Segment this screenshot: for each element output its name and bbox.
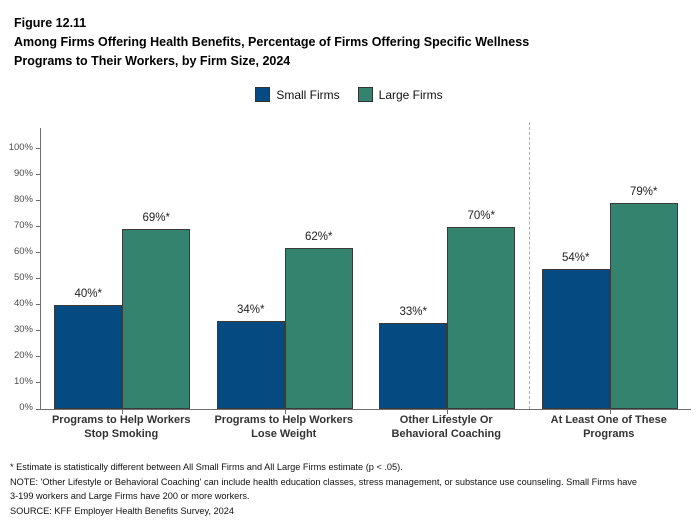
x-axis-group-label-3: At Least One of These Programs (528, 414, 691, 441)
y-axis-tick-label: 40% (13, 297, 33, 309)
y-axis-tick-label: 60% (13, 245, 33, 257)
chart-title-line-2: Programs to Their Workers, by Firm Size,… (14, 54, 291, 68)
legend-swatch-icon (357, 87, 373, 102)
x-axis-group-label-2: Other Lifestyle Or Behavioral Coaching (365, 414, 528, 441)
y-axis-tick-label: 20% (13, 349, 33, 361)
x-axis-group-label-line: Lose Weight (251, 427, 317, 440)
plot-inner: 0% 10% 20% 30% 40% 50% 60% 70% 80% 90% 100% 40%* 69%… (9, 128, 691, 414)
category-divider-line (528, 122, 530, 409)
chart-legend: Small Firms Large Firms (0, 87, 698, 102)
bar-large-firms-3[interactable] (609, 203, 678, 409)
y-axis-tick-label: 50% (13, 271, 33, 283)
legend-label: Small Firms (276, 87, 340, 102)
y-axis-tick-label: 80% (13, 193, 33, 205)
y-axis-tick-mark (36, 408, 41, 410)
x-axis-tick-mark (609, 409, 611, 414)
x-axis-group-label-line: Programs to Help Workers (214, 414, 354, 426)
bar-value-label: 69%* (142, 212, 171, 225)
bar-value-label: 70%* (467, 209, 496, 222)
y-axis-tick-mark (36, 304, 41, 306)
bar-value-label: 34%* (237, 303, 265, 316)
y-axis-tick-mark (36, 174, 41, 176)
bar-large-firms-2[interactable] (447, 226, 516, 409)
x-axis-tick-mark (447, 409, 449, 414)
y-axis-tick-label: 70% (13, 219, 33, 231)
legend-swatch-icon (255, 87, 271, 102)
bar-value-label: 79%* (630, 186, 658, 199)
x-axis-group-label-1: Programs to Help Workers Lose Weight (203, 414, 366, 441)
x-axis-tick-mark (284, 409, 286, 414)
legend-entry-large-firms[interactable]: Large Firms (357, 87, 443, 102)
footnote-line-0: * Estimate is statistically different be… (10, 462, 403, 472)
legend-label: Large Firms (378, 87, 443, 102)
chart-footnotes: * Estimate is statistically different be… (10, 460, 694, 518)
footnote-line-2: 3-199 workers and Large Firms have 200 o… (10, 491, 250, 501)
x-axis-group-label-line: Programs (583, 427, 635, 440)
y-axis-tick-mark (36, 226, 41, 228)
y-axis-tick-mark (36, 278, 41, 280)
x-axis-group-label-line: Stop Smoking (84, 427, 159, 440)
x-axis-group-label-line: Programs to Help Workers (51, 414, 191, 426)
x-axis-group-label-line: At Least One of These (550, 414, 667, 426)
footnote-line-1: NOTE: 'Other Lifestyle or Behavioral Coa… (10, 476, 638, 487)
y-axis-tick-mark (36, 252, 41, 254)
bar-small-firms-2[interactable] (379, 323, 448, 409)
bar-large-firms-0[interactable] (122, 229, 191, 409)
y-axis-tick-mark (36, 200, 41, 202)
y-axis-tick-mark (36, 330, 41, 332)
x-axis-group-label-0: Programs to Help Workers Stop Smoking (40, 414, 203, 441)
y-axis-tick-mark (36, 148, 41, 150)
y-axis-tick-label: 30% (13, 323, 33, 335)
x-axis-group-label-line: Behavioral Coaching (391, 427, 501, 440)
x-axis-group-label-line: Other Lifestyle Or (399, 414, 493, 426)
y-axis-tick-label: 100% (8, 141, 33, 153)
y-axis-tick-label: 90% (13, 167, 33, 179)
legend-entry-small-firms[interactable]: Small Firms (255, 87, 340, 102)
bar-value-label: 33%* (399, 306, 428, 319)
bar-value-label: 40%* (74, 287, 103, 300)
y-axis-tick-mark (36, 382, 41, 384)
bar-small-firms-0[interactable] (54, 304, 123, 409)
bar-value-label: 62%* (305, 230, 333, 243)
figure-number: Figure 12.11 (14, 16, 87, 30)
chart-title-line-1: Among Firms Offering Health Benefits, Pe… (14, 35, 530, 49)
y-axis-tick-label: 0% (19, 402, 33, 413)
bar-small-firms-3[interactable] (541, 268, 610, 409)
bar-large-firms-1[interactable] (284, 247, 353, 409)
plot-area: 0% 10% 20% 30% 40% 50% 60% 70% 80% 90% 100% 40%* 69%… (9, 122, 691, 414)
chart-header: Figure 12.11 Among Firms Offering Health… (14, 14, 684, 71)
footnote-line-3: SOURCE: KFF Employer Health Benefits Sur… (10, 505, 234, 516)
bar-small-firms-1[interactable] (216, 320, 285, 409)
y-axis-tick-mark (36, 356, 41, 358)
x-axis-tick-mark (122, 409, 124, 414)
bar-value-label: 54%* (562, 251, 590, 264)
y-axis-tick-label: 10% (13, 375, 33, 387)
